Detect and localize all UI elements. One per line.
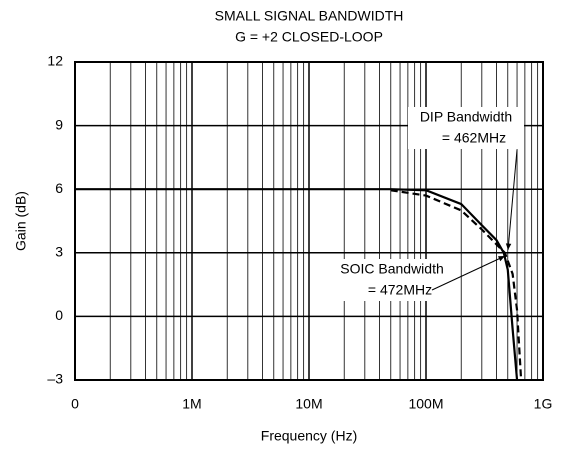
y-tick-label: 0 [55,307,63,323]
x-tick-label: 0 [71,396,79,412]
x-tick-label: 1M [182,396,201,412]
annotation-arrow [507,149,518,251]
y-tick-label: 6 [55,180,63,196]
x-axis-label: Frequency (Hz) [261,428,357,444]
annotation-text: DIP Bandwidth [420,109,512,125]
y-tick-label: 3 [55,244,63,260]
annotation-arrowhead [505,243,512,250]
chart-subtitle: G = +2 CLOSED-LOOP [235,29,383,45]
annotation-text: SOIC Bandwidth [340,261,444,277]
annotation-text: = 472MHz [368,282,432,298]
annotation-background [334,259,450,301]
annotation-arrowhead [498,256,505,262]
y-tick-label: 9 [55,116,63,132]
x-tick-label: 100M [408,396,443,412]
x-tick-label: 10M [295,396,322,412]
plot-frame [74,61,544,381]
annotation-arrow [431,255,506,291]
annotation-text: = 462MHz [442,130,506,146]
series-line [75,188,519,381]
chart-title: SMALL SIGNAL BANDWIDTH [215,8,404,24]
y-axis-label: Gain (dB) [13,191,29,251]
series-line [390,189,523,381]
y-tick-label: –3 [47,371,63,387]
x-tick-label: 1G [534,396,553,412]
annotation-background [408,107,524,149]
y-tick-label: 12 [47,53,63,69]
